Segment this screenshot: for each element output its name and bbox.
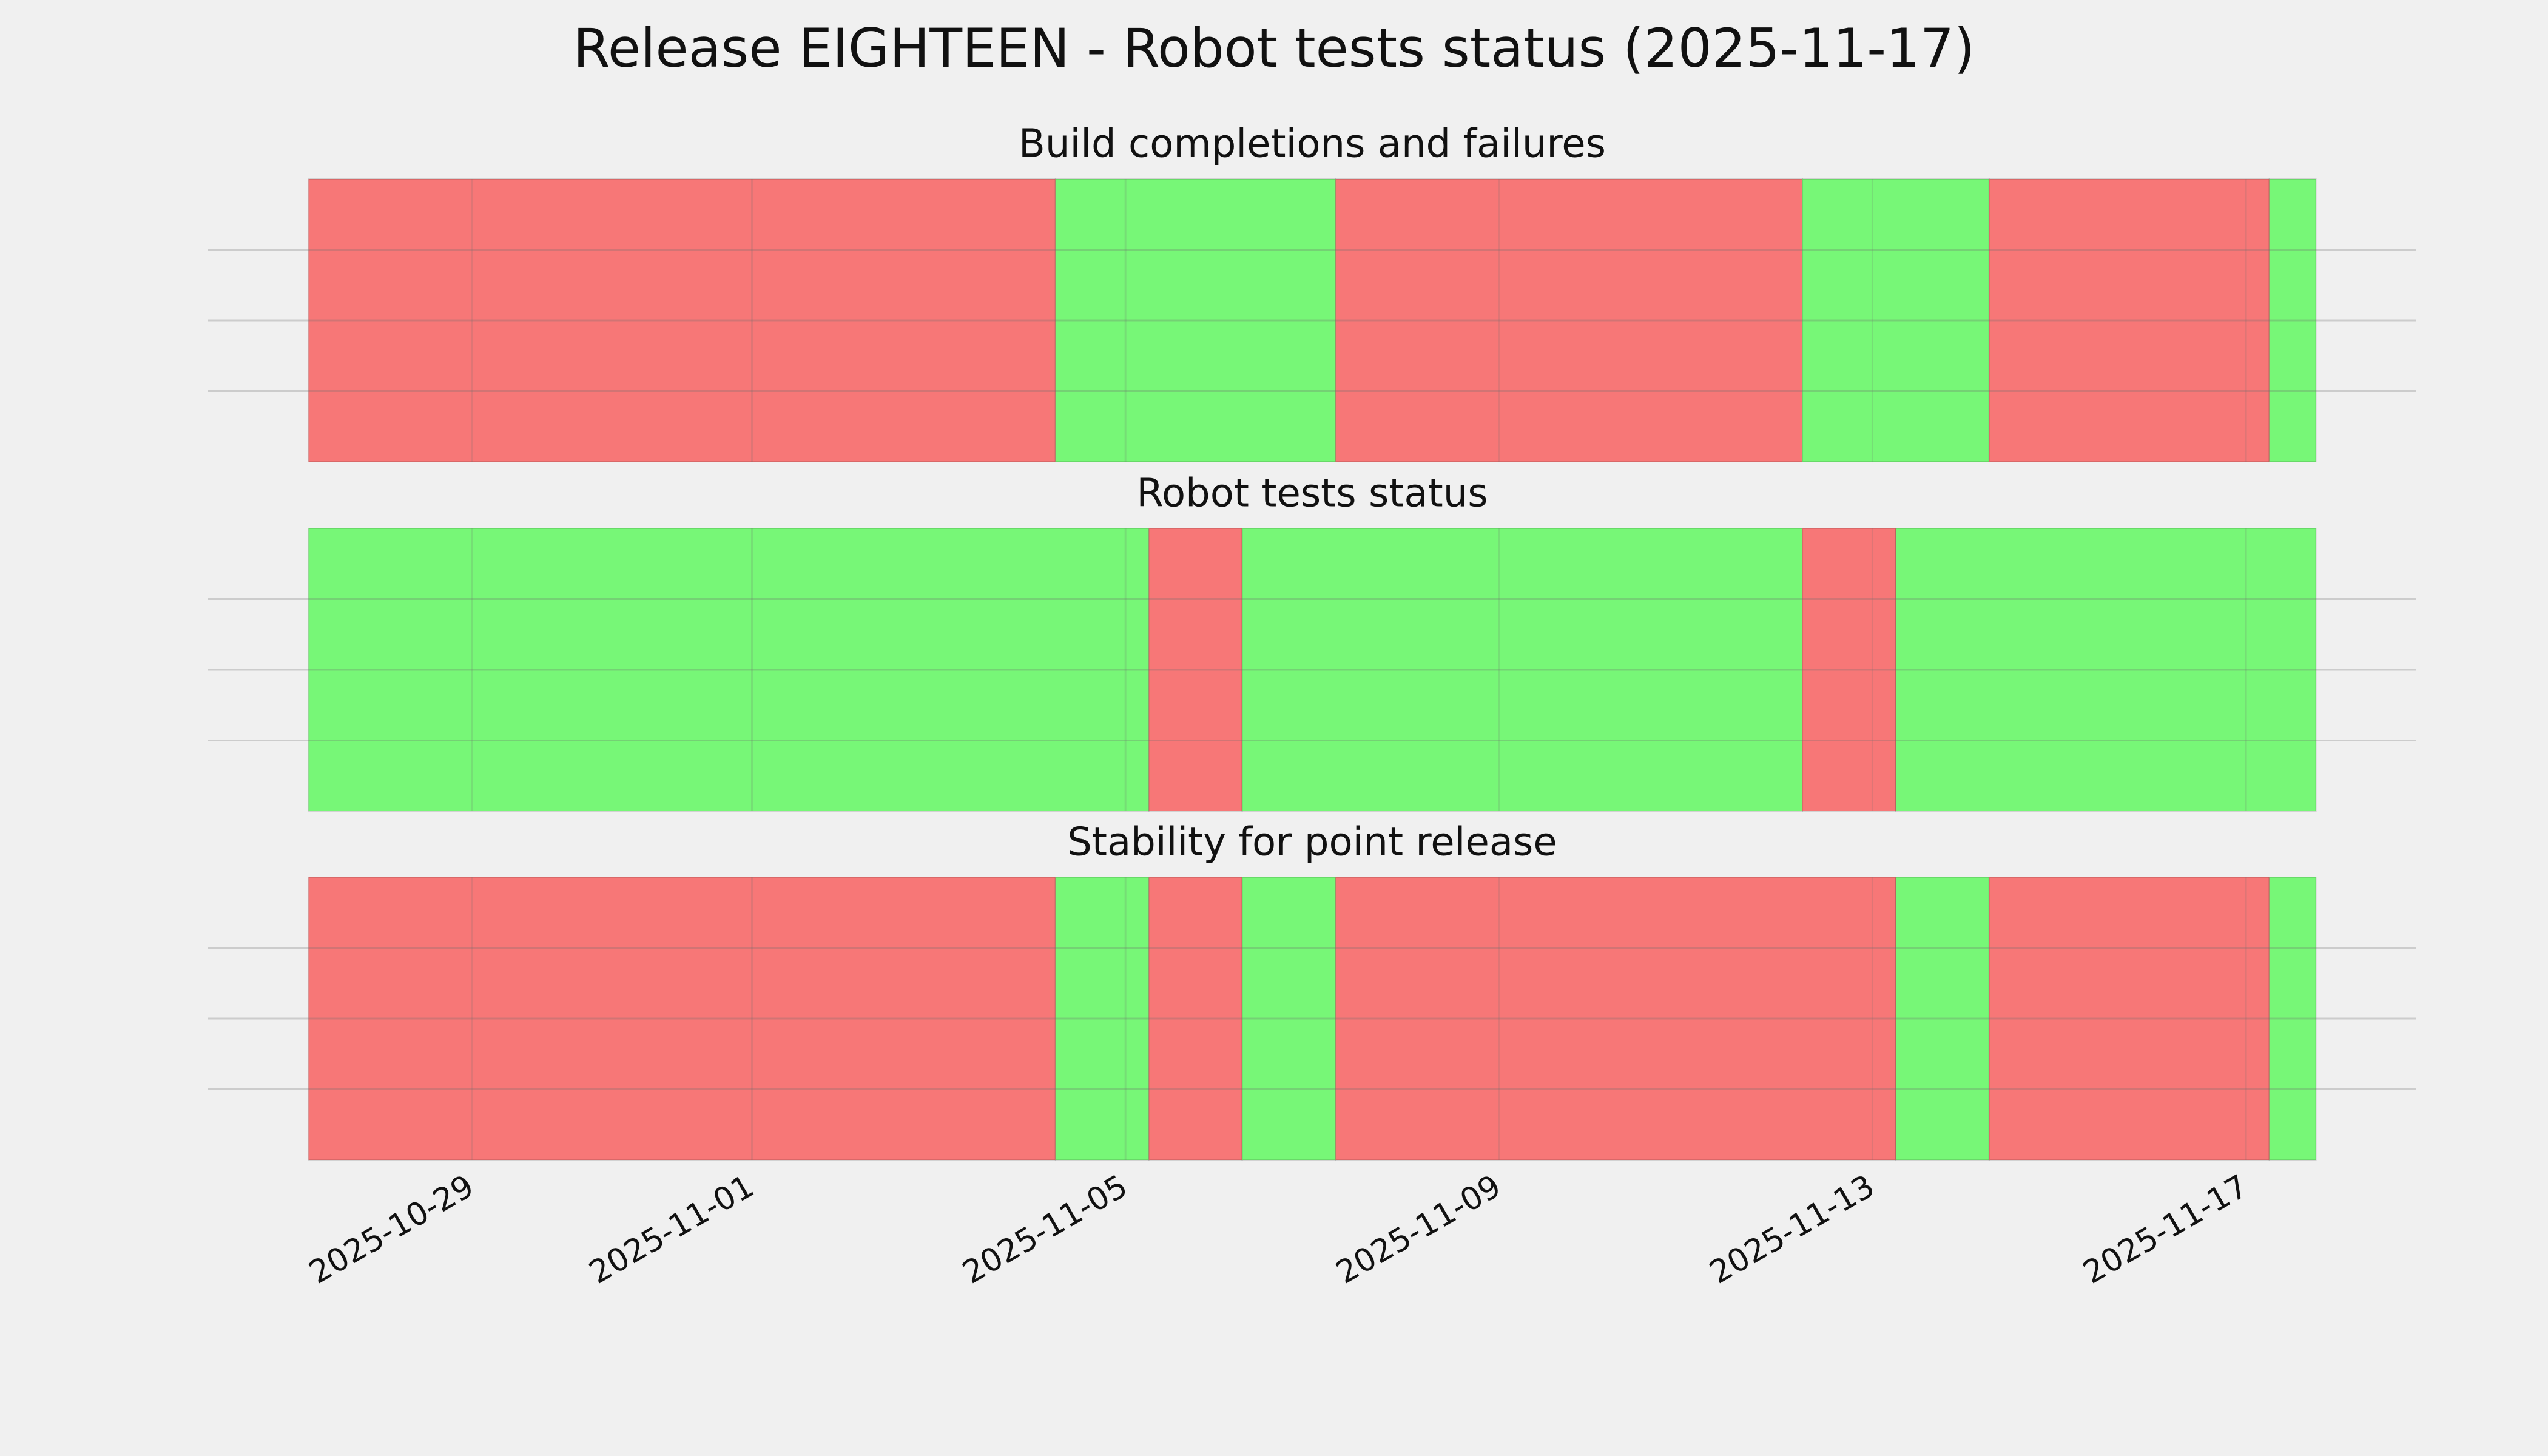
status-segment (1054, 877, 1150, 1161)
status-segment (1054, 178, 1336, 462)
status-segment (1335, 178, 1804, 462)
status-segment (1895, 528, 2317, 812)
panel-title: Stability for point release (1067, 820, 1557, 865)
status-segment (1988, 178, 2270, 462)
status-segment (1802, 528, 1896, 812)
status-segment (1988, 877, 2270, 1161)
status-segment (2268, 877, 2317, 1161)
status-segment (1241, 877, 1336, 1161)
status-segment (1148, 528, 1243, 812)
status-segment (308, 528, 1150, 812)
panel-title: Robot tests status (1136, 471, 1488, 516)
status-segment (1895, 877, 1990, 1161)
status-segment (1148, 877, 1243, 1161)
panel-title: Build completions and failures (1019, 122, 1606, 167)
chart-title: Release EIGHTEEN - Robot tests status (2… (573, 17, 1975, 79)
status-segment (1802, 178, 1990, 462)
status-segment (308, 178, 1056, 462)
status-segment (308, 877, 1056, 1161)
status-segment (1241, 528, 1804, 812)
status-segment (2268, 178, 2317, 462)
status-segment (1335, 877, 1896, 1161)
